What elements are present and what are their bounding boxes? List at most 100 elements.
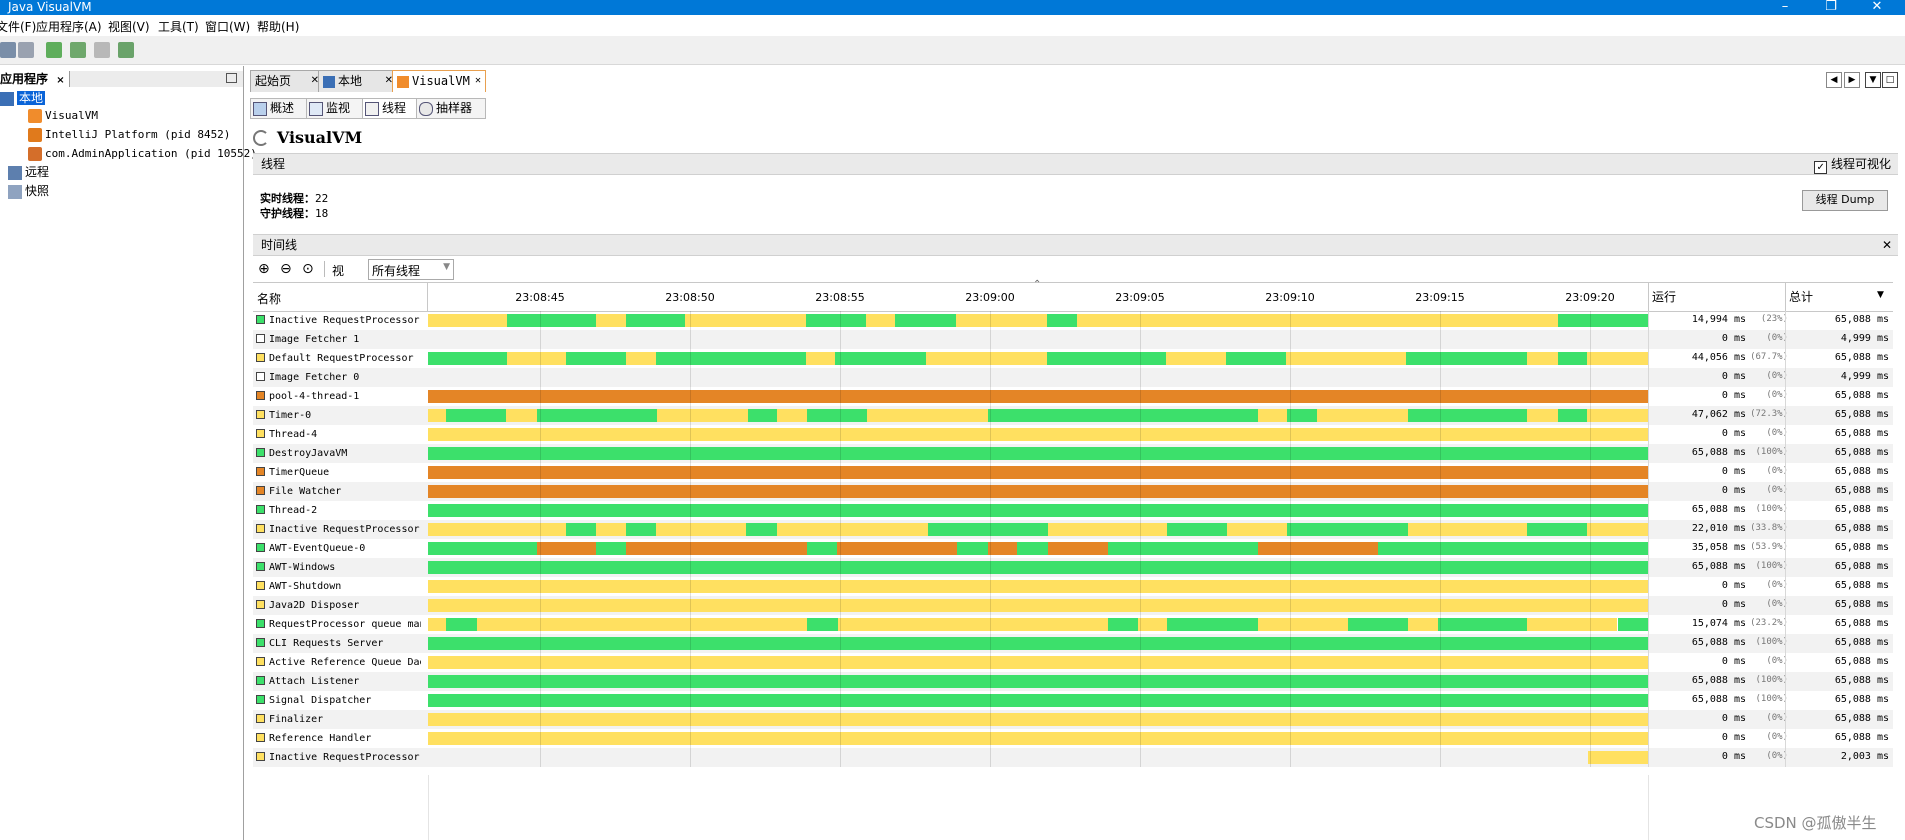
menu-window[interactable]: 窗口(W) <box>205 20 251 34</box>
thread-dump-button[interactable]: 线程 Dump <box>1802 190 1888 211</box>
run-percent: (0%) <box>1766 580 1788 590</box>
thread-row[interactable]: RequestProcessor queue manager 15,074 ms (… <box>253 615 1893 634</box>
live-threads-value: 22 <box>315 192 329 205</box>
open-icon[interactable] <box>0 42 16 58</box>
thread-row[interactable]: Java2D Disposer 0 ms (0%) 65,088 ms <box>253 596 1893 615</box>
save-icon[interactable] <box>18 42 34 58</box>
grid-line <box>840 596 841 615</box>
close-tab-icon[interactable]: ✕ <box>384 75 393 86</box>
minimize-panel-icon[interactable] <box>226 73 237 83</box>
thread-state-segment <box>656 352 807 365</box>
close-timeline-icon[interactable]: ✕ <box>1881 238 1892 252</box>
tree-node-snapshots[interactable]: 快照 <box>8 182 49 200</box>
thread-state-segment <box>1167 618 1258 631</box>
menu-file[interactable]: 文件(F) <box>0 20 37 34</box>
column-total-header[interactable]: 总计 <box>1789 290 1814 304</box>
grid-line <box>540 672 541 691</box>
tab-start-page[interactable]: 起始页 ✕ <box>250 70 324 92</box>
thread-row[interactable]: Signal Dispatcher 65,088 ms (100%) 65,088 m… <box>253 691 1893 710</box>
tab-monitor[interactable]: 监视 <box>306 98 364 119</box>
tree-node-local[interactable]: 本地 <box>0 89 46 107</box>
scroll-tabs-left-icon[interactable]: ◀ <box>1826 72 1842 88</box>
run-time: 0 ms <box>1721 732 1746 743</box>
thread-row[interactable]: File Watcher 0 ms (0%) 65,088 ms <box>253 482 1893 501</box>
tree-node-app-admin[interactable]: com.AdminApplication (pid 10552) <box>28 145 257 163</box>
grid-line <box>1440 330 1441 349</box>
overview-icon <box>253 101 267 116</box>
thread-row[interactable]: CLI Requests Server 65,088 ms (100%) 65,088… <box>253 634 1893 653</box>
thread-row[interactable]: Default RequestProcessor 44,056 ms (67.7%)… <box>253 349 1893 368</box>
tree-node-remote[interactable]: 远程 <box>8 163 49 181</box>
tab-visualvm[interactable]: VisualVM ✕ <box>392 70 486 92</box>
tab-threads[interactable]: 线程 <box>362 98 418 119</box>
thread-row[interactable]: Attach Listener 65,088 ms (100%) 65,088 ms <box>253 672 1893 691</box>
grid-line <box>690 330 691 349</box>
thread-row[interactable]: Thread-4 0 ms (0%) 65,088 ms <box>253 425 1893 444</box>
run-percent: (23.2%) <box>1750 618 1788 628</box>
grid-line <box>690 596 691 615</box>
thread-row[interactable]: AWT-Windows 65,088 ms (100%) 65,088 ms <box>253 558 1893 577</box>
close-tab-icon[interactable]: ✕ <box>474 75 481 86</box>
zoom-fit-icon[interactable]: ⊙ <box>302 261 314 277</box>
thread-row[interactable]: Image Fetcher 1 0 ms (0%) 4,999 ms <box>253 330 1893 349</box>
add-jmx-connection-icon[interactable] <box>46 42 62 58</box>
thread-row[interactable]: Timer-0 47,062 ms (72.3%) 65,088 ms <box>253 406 1893 425</box>
thread-row[interactable]: AWT-EventQueue-0 35,058 ms (53.9%) 65,088 m… <box>253 539 1893 558</box>
zoom-out-icon[interactable]: ⊖ <box>280 261 292 277</box>
load-snapshot-icon[interactable] <box>94 42 110 58</box>
zoom-in-icon[interactable]: ⊕ <box>258 261 270 277</box>
tab-list-icon[interactable]: ▼ <box>1865 72 1881 88</box>
thread-row[interactable]: pool-4-thread-1 0 ms (0%) 65,088 ms <box>253 387 1893 406</box>
close-tab-icon[interactable]: × <box>56 75 65 86</box>
menu-view[interactable]: 视图(V) <box>108 20 150 34</box>
thread-row[interactable]: Thread-2 65,088 ms (100%) 65,088 ms <box>253 501 1893 520</box>
thread-timeline-bar <box>428 694 1648 707</box>
thread-state-segment <box>428 485 1648 498</box>
tree-node-app-visualvm[interactable]: VisualVM <box>28 107 98 125</box>
close-button[interactable]: ✕ <box>1871 0 1883 14</box>
close-tab-icon[interactable]: ✕ <box>310 75 319 86</box>
thread-row[interactable]: Active Reference Queue Daemon 0 ms (0%) 65,… <box>253 653 1893 672</box>
tab-local[interactable]: 本地 ✕ <box>318 70 398 92</box>
thread-timeline-bar <box>428 675 1648 688</box>
add-remote-host-icon[interactable] <box>70 42 86 58</box>
thread-row[interactable]: TimerQueue 0 ms (0%) 65,088 ms <box>253 463 1893 482</box>
grid-line <box>540 748 541 767</box>
grid-line <box>990 311 991 330</box>
menu-tools[interactable]: 工具(T) <box>158 20 199 34</box>
restore-button[interactable]: ❐ <box>1825 0 1837 14</box>
menu-help[interactable]: 帮助(H) <box>257 20 300 34</box>
minimize-button[interactable]: – <box>1781 0 1789 14</box>
thread-row[interactable]: Inactive RequestProcessor thread 22,010 m… <box>253 520 1893 539</box>
column-run-header[interactable]: 运行 <box>1652 290 1677 304</box>
column-name-header[interactable]: 名称 <box>257 292 282 306</box>
thread-row[interactable]: Inactive RequestProcessor thread 0 ms (0%)… <box>253 748 1893 767</box>
column-divider <box>1785 729 1786 748</box>
thread-timeline-bar <box>428 466 1648 479</box>
thread-name-label: Thread-4 <box>269 429 318 440</box>
visualize-checkbox[interactable]: ✓ 线程可视化 <box>1814 154 1891 174</box>
thread-row[interactable]: Inactive RequestProcessor thread 14,994 m… <box>253 311 1893 330</box>
thread-state-segment <box>507 352 566 365</box>
core-dump-icon[interactable] <box>118 42 134 58</box>
view-select[interactable]: 所有线程 ▼ <box>368 259 454 280</box>
tab-sampler[interactable]: 抽样器 <box>416 98 486 119</box>
collapse-icon[interactable]: ⌃ <box>1033 279 1042 290</box>
thread-row[interactable]: AWT-Shutdown 0 ms (0%) 65,088 ms <box>253 577 1893 596</box>
maximize-icon[interactable]: □ <box>1882 72 1898 88</box>
columns-menu-icon[interactable]: ▼ <box>1877 290 1884 300</box>
thread-state-segment <box>428 466 1648 479</box>
thread-row[interactable]: Reference Handler 0 ms (0%) 65,088 ms <box>253 729 1893 748</box>
thread-row[interactable]: Finalizer 0 ms (0%) 65,088 ms <box>253 710 1893 729</box>
thread-row[interactable]: DestroyJavaVM 65,088 ms (100%) 65,088 ms <box>253 444 1893 463</box>
scroll-tabs-right-icon[interactable]: ▶ <box>1844 72 1860 88</box>
column-divider <box>1648 349 1649 368</box>
thread-row[interactable]: Image Fetcher 0 0 ms (0%) 4,999 ms <box>253 368 1893 387</box>
tree-node-app-intellij[interactable]: IntelliJ Platform (pid 8452) <box>28 126 230 144</box>
timeline-section-title: 时间线 <box>261 238 298 252</box>
watermark: CSDN @孤傲半生 <box>1754 814 1877 832</box>
computer-icon <box>0 91 14 106</box>
tab-overview[interactable]: 概述 <box>250 98 308 119</box>
applications-tab[interactable]: 应用程序 × <box>0 71 70 87</box>
menu-application[interactable]: 应用程序(A) <box>36 20 102 34</box>
